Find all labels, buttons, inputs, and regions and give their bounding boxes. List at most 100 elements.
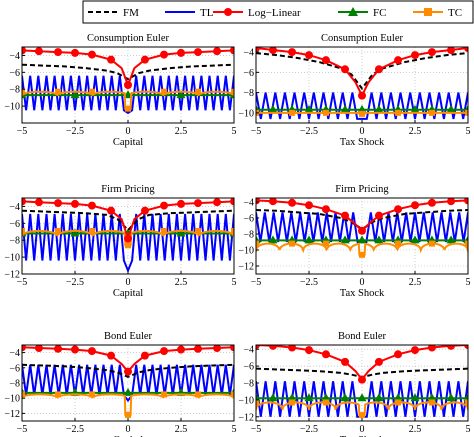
series-LogLinear-marker	[87, 50, 96, 59]
series-LogLinear-marker	[411, 346, 419, 355]
y-tick-label: −8	[243, 230, 254, 241]
y-tick-label: −10	[4, 253, 20, 264]
series-LogLinear-marker	[288, 198, 297, 207]
x-tick-label: −2.5	[66, 126, 84, 137]
x-tick-label: −5	[251, 277, 262, 288]
series-TC-marker	[194, 227, 201, 234]
y-tick-label: −4	[243, 48, 254, 59]
legend-label: FC	[373, 7, 386, 19]
series-TC-marker	[88, 391, 95, 398]
series-LogLinear-marker	[107, 55, 116, 64]
series-LogLinear-marker	[71, 48, 79, 57]
series-TC-marker	[256, 240, 259, 247]
series-TC-marker	[322, 399, 329, 406]
y-tick-label: −6	[243, 68, 254, 79]
series-TC-marker	[465, 109, 468, 116]
series-FC-marker	[123, 387, 133, 396]
series-LogLinear-marker	[213, 47, 222, 56]
series-LogLinear-marker	[268, 47, 277, 55]
series-LogLinear-marker	[54, 48, 63, 57]
series-LogLinear-marker	[107, 351, 116, 360]
plot-area	[22, 345, 234, 418]
series-LogLinear-marker	[374, 65, 383, 74]
y-tick-label: −4	[243, 345, 254, 356]
x-axis-label: Tax Shock	[340, 435, 385, 437]
y-tick-label: −8	[9, 236, 20, 247]
series-LogLinear-marker	[305, 51, 313, 60]
series-FC-marker	[268, 235, 278, 244]
series-FC-marker	[357, 104, 367, 113]
series-LogLinear-marker	[22, 198, 26, 206]
legend-label: FM	[123, 7, 139, 19]
x-tick-label: 5	[232, 277, 237, 288]
legend-entry: Log−Linear	[213, 7, 301, 19]
series-FC-marker	[176, 90, 186, 99]
series-FC-marker	[374, 235, 384, 244]
y-tick-label: −6	[9, 68, 20, 79]
x-tick-label: 2.5	[175, 277, 188, 288]
x-tick-label: 0	[360, 277, 365, 288]
series-TC-marker	[125, 411, 131, 418]
series-FC-marker	[463, 393, 468, 402]
series-LogLinear-marker	[394, 56, 403, 65]
series-FC-marker	[321, 393, 331, 402]
x-tick-label: 2.5	[175, 424, 188, 435]
y-tick-label: −4	[9, 348, 20, 359]
series-FM-line	[256, 52, 468, 91]
series-LogLinear-marker	[213, 198, 222, 207]
series-LogLinear-marker	[305, 201, 313, 210]
x-tick-label: −2.5	[300, 424, 318, 435]
x-tick-label: −2.5	[66, 277, 84, 288]
x-tick-label: 5	[232, 424, 237, 435]
series-FM-line	[22, 363, 234, 378]
series-FC-marker	[268, 393, 278, 402]
series-LogLinear-marker	[411, 201, 419, 210]
series-LogLinear-marker	[54, 345, 63, 353]
x-tick-label: 2.5	[175, 126, 188, 137]
series-TC-marker	[231, 391, 234, 398]
series-LogLinear-marker	[447, 345, 456, 350]
series-LogLinear-marker	[34, 47, 43, 56]
series-LogLinear-marker	[358, 226, 366, 235]
series-LogLinear-marker	[288, 345, 297, 352]
series-LogLinear-marker	[447, 47, 456, 55]
series-FC-marker	[446, 235, 456, 244]
series-FC-marker	[340, 104, 350, 113]
y-tick-label: −4	[9, 202, 20, 213]
series-TC-marker	[55, 391, 62, 398]
chart-panel: Firm Pricing −5 −2.5 0 2.5 5 −4 −6 −8 −10 −12 Capit…	[4, 184, 237, 299]
x-axis-label: Tax Shock	[340, 137, 385, 148]
series-LogLinear-marker	[54, 199, 63, 208]
x-tick-label: 2.5	[409, 277, 422, 288]
y-tick-label: −4	[243, 198, 254, 209]
x-tick-label: 0	[126, 424, 131, 435]
series-FC-marker	[393, 393, 403, 402]
series-TC-marker	[322, 240, 329, 247]
x-tick-label: 0	[126, 277, 131, 288]
series-FM-line	[256, 209, 468, 231]
x-tick-label: 5	[466, 277, 471, 288]
chart-panel: Bond Euler −5 −2.5 0 2.5 5 −4 −6 −8 −10 −12 Tax Sho…	[238, 331, 470, 437]
y-tick-label: −6	[9, 363, 20, 374]
series-TC-marker	[359, 251, 365, 258]
series-LogLinear-marker	[321, 205, 330, 214]
y-tick-label: −10	[238, 246, 254, 257]
y-tick-label: −8	[9, 85, 20, 96]
plot-area	[256, 345, 468, 419]
y-tick-label: −12	[238, 412, 254, 423]
x-tick-label: 0	[360, 126, 365, 137]
x-tick-label: 2.5	[409, 126, 422, 137]
series-FC-marker	[268, 104, 278, 113]
series-LogLinear-marker	[321, 350, 330, 359]
series-FC-marker	[70, 90, 80, 99]
series-FC-marker	[287, 393, 297, 402]
chart-panel: Consumption Euler −5 −2.5 0 2.5 5 −4 −6 −8 −10 Cap…	[4, 33, 236, 148]
series-LogLinear-marker	[160, 347, 169, 356]
y-tick-label: −4	[9, 51, 20, 62]
series-FC-marker	[340, 235, 350, 244]
series-LogLinear-marker	[394, 350, 403, 359]
series-LogLinear-marker	[464, 345, 468, 349]
series-TC-marker	[231, 88, 234, 95]
